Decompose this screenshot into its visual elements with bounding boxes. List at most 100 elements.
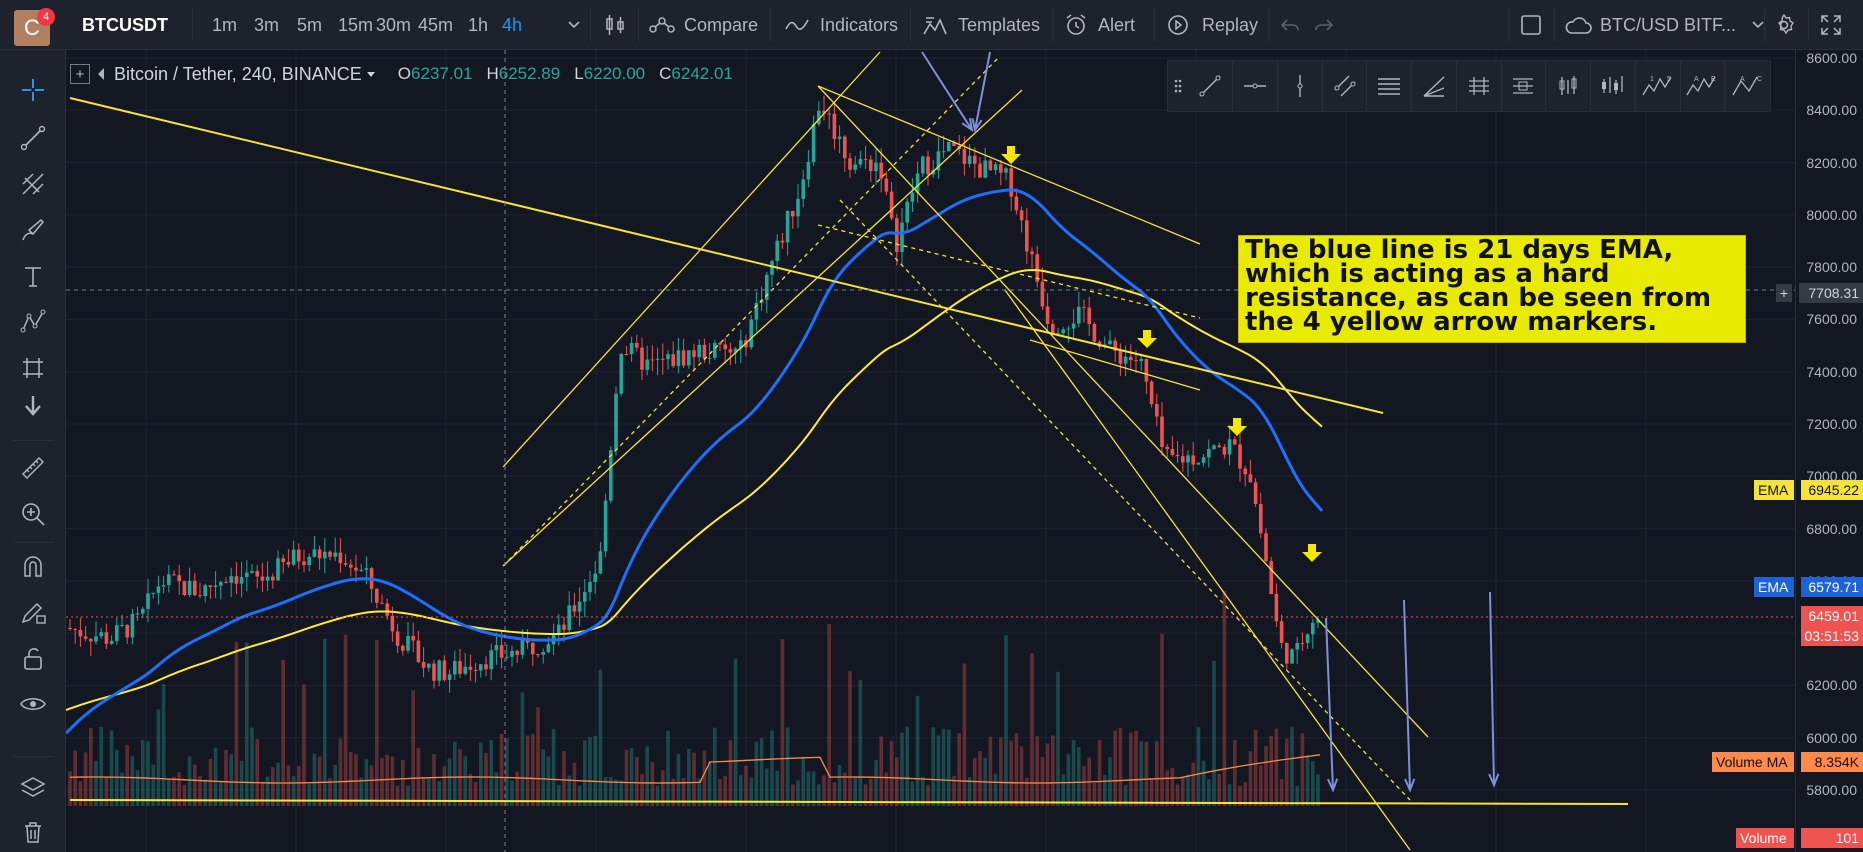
drag-handle-icon[interactable] <box>1168 61 1188 111</box>
add-alert-plus-icon[interactable]: + <box>1776 284 1792 302</box>
volume-bar <box>125 745 129 806</box>
settings-button[interactable] <box>1772 0 1796 50</box>
undo-button[interactable] <box>1280 0 1300 50</box>
interval-15m[interactable]: 15m <box>338 14 374 35</box>
candle-body <box>135 613 140 615</box>
lock-drawing-pencil-icon[interactable] <box>17 596 49 628</box>
volume-bar <box>577 785 582 806</box>
volume-bar <box>536 707 540 806</box>
volume-bar <box>765 768 769 806</box>
alert-button[interactable]: Alert <box>1064 0 1135 50</box>
interval-30m[interactable]: 30m <box>376 14 412 35</box>
volume-bar <box>1264 745 1268 806</box>
volume-bar <box>515 771 519 806</box>
volume-bar <box>775 770 779 806</box>
fullscreen-button[interactable] <box>1820 0 1842 50</box>
long-position-icon[interactable] <box>1457 61 1502 111</box>
trash-icon[interactable] <box>17 816 49 848</box>
chart-type-candles-icon[interactable] <box>604 0 626 50</box>
price-tick-label: 8000.00 <box>1806 206 1857 223</box>
trend-line-icon[interactable] <box>1188 61 1234 111</box>
prediction-tool-icon[interactable] <box>17 352 49 384</box>
legend-add-icon[interactable]: + <box>70 64 90 84</box>
price-chart-canvas[interactable] <box>66 50 1795 852</box>
vertical-line-icon[interactable] <box>1278 61 1323 111</box>
interval-4h[interactable]: 4h <box>502 14 523 35</box>
expand-icon <box>1821 15 1841 35</box>
volume-bar <box>499 733 504 806</box>
volume-bar <box>895 757 899 806</box>
trend-line-tool-icon[interactable] <box>17 122 49 154</box>
text-annotation[interactable]: The blue line is 21 days EMA, which is a… <box>1238 235 1746 343</box>
bars-pattern-icon[interactable] <box>1546 61 1592 111</box>
crosshair-tool-icon[interactable] <box>17 74 49 106</box>
short-position-icon[interactable] <box>1502 61 1547 111</box>
interval-5m[interactable]: 5m <box>297 14 323 35</box>
candle-body <box>583 592 587 602</box>
volume-bar <box>1030 653 1034 806</box>
redo-button[interactable] <box>1314 0 1334 50</box>
candle-body <box>546 644 551 653</box>
symbol-search[interactable]: BTCUSDT <box>82 14 168 35</box>
interval-dropdown-chevron-icon[interactable] <box>568 0 580 50</box>
volume-bar <box>380 758 384 806</box>
interval-3m[interactable]: 3m <box>254 14 280 35</box>
candle-body <box>770 261 774 275</box>
price-axis[interactable]: 8600.00 8400.00 8200.00 8000.00 7800.00 7600.… <box>1776 50 1863 852</box>
indicators-button[interactable]: Indicators <box>784 0 898 50</box>
volume-bar <box>707 761 712 806</box>
eye-icon[interactable] <box>17 688 49 720</box>
volume-bar <box>754 741 759 806</box>
square-icon <box>1521 15 1541 35</box>
volume-bar <box>343 634 348 806</box>
pattern-tool-icon[interactable] <box>17 306 49 338</box>
zoom-in-icon[interactable] <box>17 498 49 530</box>
arrow-down-icon[interactable] <box>17 390 49 422</box>
volume-bar <box>1191 762 1195 806</box>
candle-body <box>1212 445 1216 450</box>
fullscreen-square-button[interactable] <box>1520 0 1542 50</box>
fib-fan-icon[interactable] <box>1412 61 1457 111</box>
chart-pane[interactable] <box>66 50 1795 852</box>
layers-icon[interactable] <box>17 772 49 804</box>
candle-body <box>1311 622 1315 635</box>
candles-pattern-icon[interactable] <box>1591 61 1636 111</box>
data-feed-dropdown[interactable]: BTC/USD BITF... <box>1564 0 1764 50</box>
replay-button[interactable]: Replay <box>1166 0 1258 50</box>
volume-bar <box>421 777 426 806</box>
interval-1h[interactable]: 1h <box>468 14 489 35</box>
volume-bar <box>250 727 254 806</box>
candle-body <box>390 615 395 632</box>
series-menu-chevron-icon[interactable] <box>366 70 376 78</box>
magnet-icon[interactable] <box>17 550 49 582</box>
brush-tool-icon[interactable] <box>17 214 49 246</box>
projection-arrow-2-head <box>1404 778 1416 793</box>
pitchfork-tool-icon[interactable] <box>17 168 49 200</box>
templates-button[interactable]: Templates <box>922 0 1040 50</box>
horizontal-line-icon[interactable] <box>1233 61 1278 111</box>
volume-bar <box>744 765 748 806</box>
series-title[interactable]: Bitcoin / Tether, 240, BINANCE <box>114 63 362 84</box>
horizontal-ray-set-icon[interactable] <box>1367 61 1413 111</box>
ruler-tool-icon[interactable] <box>17 452 49 484</box>
compare-button[interactable]: Compare <box>648 0 758 50</box>
interval-45m[interactable]: 45m <box>418 14 454 35</box>
price-tick-label: 8400.00 <box>1806 102 1857 119</box>
candle-body <box>692 350 696 358</box>
svg-text:A: A <box>1740 76 1745 83</box>
text-tool-icon[interactable] <box>17 260 49 292</box>
collapse-triangle-icon[interactable] <box>96 67 106 81</box>
volume-bar <box>198 776 202 806</box>
volume-bar <box>619 780 623 806</box>
interval-1m[interactable]: 1m <box>212 14 238 35</box>
notification-badge: 4 <box>37 8 55 26</box>
volume-bar <box>785 727 790 806</box>
lock-icon[interactable] <box>17 642 49 674</box>
candle-body <box>1243 468 1247 475</box>
parallel-channel-icon[interactable] <box>1323 61 1368 111</box>
volume-bar <box>843 772 847 806</box>
